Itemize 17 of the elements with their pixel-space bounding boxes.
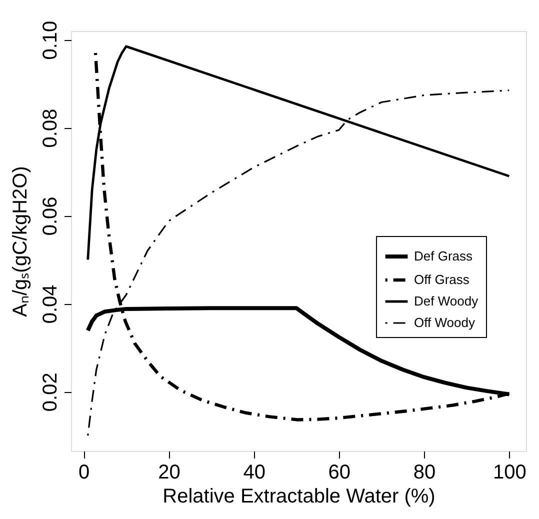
y-tick-label: 0.04: [40, 284, 62, 324]
x-tick-label: 20: [158, 462, 180, 484]
x-axis-title: Relative Extractable Water (%): [162, 486, 436, 508]
x-tick-label: 60: [328, 462, 351, 484]
y-tick-label: 0.10: [40, 20, 62, 60]
legend-label: Def Woody: [414, 294, 479, 308]
y-axis-title: Aₙ/gₛ(gC/kgH2O): [10, 166, 32, 317]
y-tick-label: 0.02: [40, 372, 62, 412]
x-tick-label: 100: [492, 462, 526, 484]
x-tick-label: 40: [243, 462, 266, 484]
legend-label: Off Grass: [414, 272, 470, 287]
legend-label: Def Grass: [414, 248, 474, 264]
x-tick-label: 0: [78, 462, 90, 484]
y-tick-label: 0.08: [40, 108, 62, 148]
legend-label: Off Woody: [414, 315, 476, 330]
x-tick-label: 80: [413, 462, 436, 484]
y-tick-label: 0.06: [40, 196, 62, 236]
